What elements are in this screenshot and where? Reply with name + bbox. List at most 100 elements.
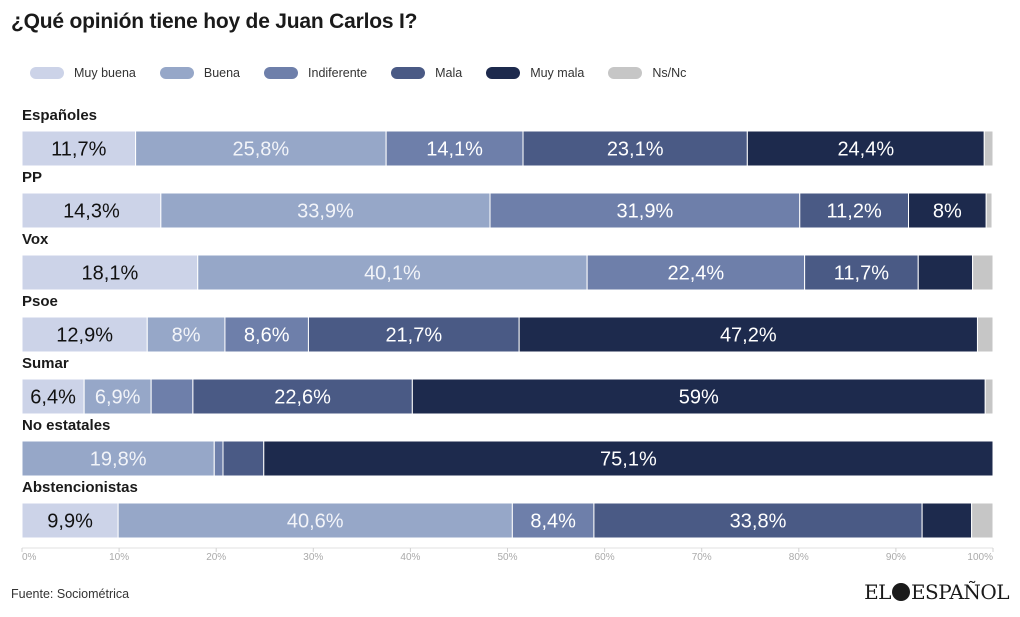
bar-segment [385,130,524,167]
bar-segment [213,440,224,477]
bar-segment [971,502,994,539]
bar-segment [21,378,85,415]
bar-segment [160,192,491,229]
data-label: 47,2% [720,325,777,347]
data-label: 11,7% [834,263,889,285]
bar-segment [263,440,994,477]
data-label: 14,1% [426,139,483,161]
bar-segment [21,440,215,477]
data-label: 8% [933,201,962,223]
x-tick-label: 100% [967,552,993,563]
data-label: 22,6% [274,387,331,409]
data-label: 25,8% [233,139,290,161]
legend-label: Muy buena [74,66,136,80]
bar-segment [146,316,226,353]
bar-segment [21,502,119,539]
data-label: 12,9% [56,325,113,347]
bar-segment [976,316,994,353]
bar-segment [972,254,994,291]
legend-swatch [30,67,64,79]
data-label: 8% [172,325,201,347]
category-label: Abstencionistas [22,479,138,496]
legend-swatch [486,67,521,79]
x-tick-label: 80% [789,552,809,563]
data-label: 19,8% [90,449,147,471]
bar-segment [222,440,265,477]
data-label: 40,1% [364,263,421,285]
data-label: 8,4% [530,511,576,533]
bar-segment [150,378,194,415]
data-label: 59% [679,387,719,409]
bar-segment [586,254,806,291]
legend-item: Ns/Nc [608,66,686,80]
logo-lion-icon [891,583,910,601]
legend-label: Buena [203,66,241,80]
x-tick-label: 10% [109,552,129,563]
legend-swatch [608,67,643,79]
data-label: 75,1% [600,449,657,471]
bar-segment [985,192,993,229]
x-tick-label: 60% [595,552,615,563]
x-tick-label: 0% [22,552,37,563]
bar-segment [984,378,994,415]
bar-segment [489,192,801,229]
bar-segment [224,316,309,353]
bar-segment [921,502,973,539]
bar-segment [522,130,748,167]
bar-segment [746,130,985,167]
legend-label: Mala [435,66,463,80]
bar-segment [799,192,910,229]
bar-segment [192,378,413,415]
data-label: 8,6% [244,325,290,347]
bar-segment [197,254,588,291]
bar-segment [593,502,923,539]
logo-text-left: EL [864,580,891,604]
logo-text-right: ESPAÑOL [910,580,1010,604]
data-label: 14,3% [63,201,120,223]
data-label: 24,4% [837,139,894,161]
category-label: PP [22,169,42,186]
data-label: 11,7% [51,139,106,161]
data-label: 21,7% [385,325,442,347]
legend-label: Muy mala [530,66,585,80]
category-label: Psoe [22,293,58,310]
bar-segment [307,316,520,353]
bar-segment [21,254,199,291]
bar-segment [983,130,994,167]
data-label: 9,9% [47,511,93,533]
bar-segment [21,130,137,167]
bar-segment [135,130,387,167]
legend-item: Mala [391,66,462,80]
data-label: 18,1% [82,263,139,285]
data-label: 40,6% [287,511,344,533]
data-label: 6,4% [30,387,76,409]
x-tick-label: 90% [886,552,906,563]
data-label: 31,9% [617,201,674,223]
category-label: Sumar [22,355,69,372]
legend-item: Muy mala [486,66,584,80]
legend-item: Buena [159,66,241,80]
x-tick-label: 50% [497,552,517,563]
x-tick-label: 20% [206,552,226,563]
legend-swatch [159,67,194,79]
data-label: 23,1% [607,139,664,161]
legend-item: Indiferente [264,66,367,80]
category-label: No estatales [22,417,110,434]
data-label: 6,9% [95,387,141,409]
data-label: 33,8% [730,511,787,533]
legend-swatch [264,67,299,79]
bar-segment [411,378,986,415]
data-label: 11,2% [827,201,882,223]
data-label: 22,4% [668,263,725,285]
legend-item: Muy buena [30,66,136,80]
bar-segment [21,316,148,353]
el-espanol-logo: EL ESPAÑOL [864,580,1009,604]
legend-label: Ns/Nc [652,66,687,80]
bar-segment [804,254,919,291]
x-tick-label: 30% [303,552,323,563]
bar-segment [917,254,974,291]
data-label: 33,9% [297,201,354,223]
category-label: Españoles [22,107,97,124]
x-tick-label: 40% [400,552,420,563]
